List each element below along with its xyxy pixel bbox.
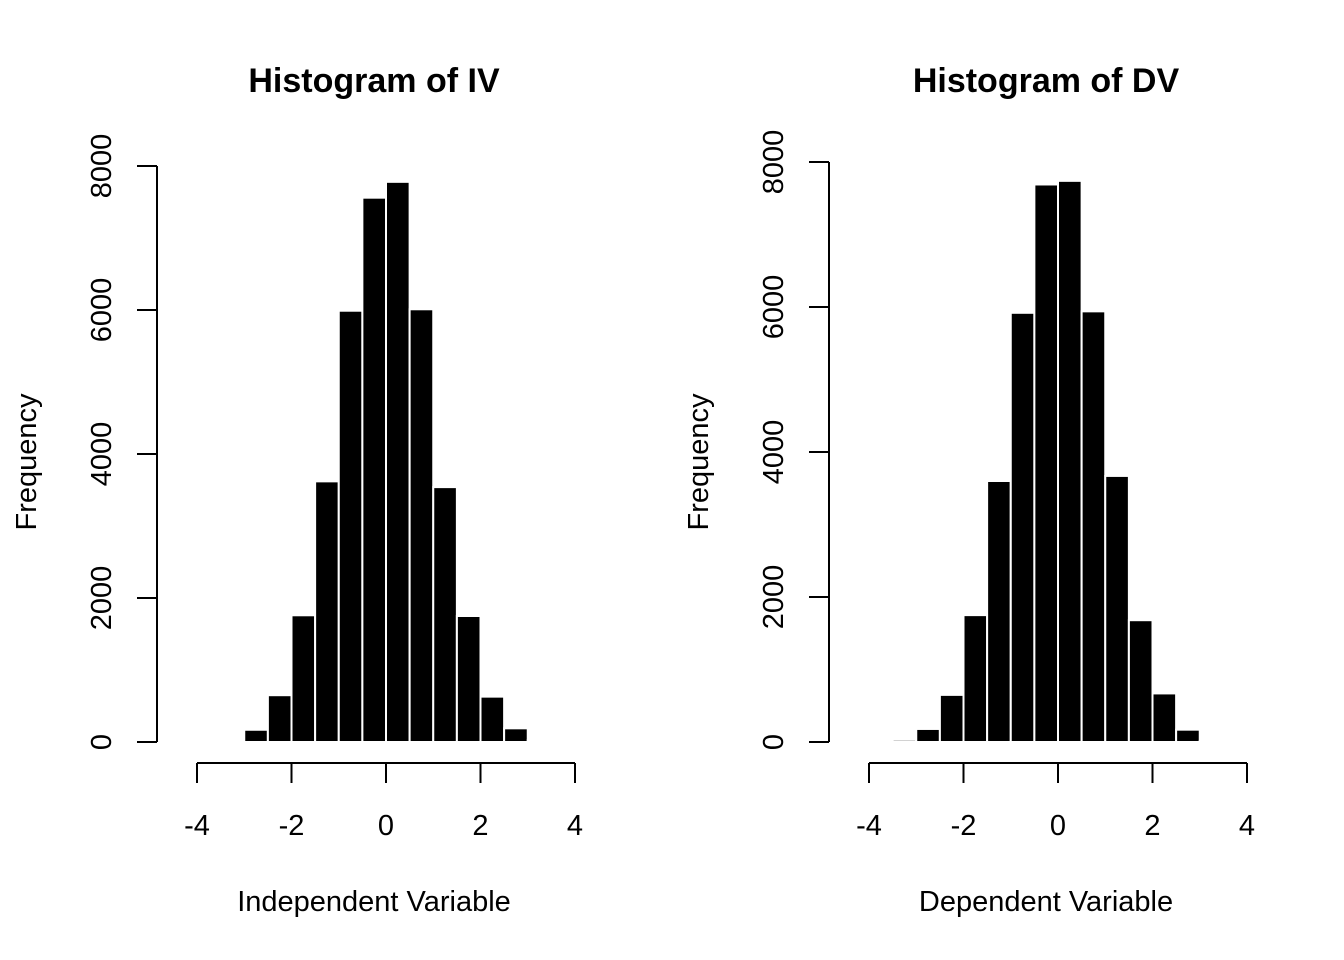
dv-y-tick-label: 6000 bbox=[758, 275, 790, 340]
iv-histogram-title: Histogram of IV bbox=[248, 62, 500, 100]
dv-histogram-bar bbox=[1080, 310, 1107, 743]
iv-y-tick-label: 4000 bbox=[86, 422, 118, 487]
dv-histogram-bar bbox=[1175, 728, 1201, 743]
dv-histogram-bar bbox=[938, 693, 965, 743]
dv-histogram-title: Histogram of DV bbox=[913, 62, 1180, 100]
dv-histogram-bar bbox=[915, 727, 941, 744]
dv-y-axis: 0 2000 4000 6000 8000 bbox=[758, 130, 830, 750]
iv-histogram-panel: Histogram of IV Independent Variable Fre… bbox=[11, 62, 583, 918]
dv-x-axis-label: Dependent Variable bbox=[919, 886, 1173, 918]
iv-x-tick-label: 2 bbox=[472, 810, 488, 842]
iv-histogram-bar bbox=[337, 309, 364, 743]
iv-histogram-bar bbox=[455, 615, 482, 743]
dv-y-tick-label: 8000 bbox=[758, 130, 790, 195]
iv-histogram-bar bbox=[243, 728, 269, 744]
dv-bars bbox=[891, 179, 1225, 744]
iv-histogram-bar bbox=[219, 739, 246, 743]
iv-y-axis: 0 2000 4000 6000 8000 bbox=[86, 134, 158, 750]
iv-histogram-bar bbox=[266, 694, 293, 744]
iv-histogram-bar bbox=[290, 614, 317, 744]
dv-histogram-bar bbox=[891, 738, 918, 744]
dv-histogram-bar bbox=[1151, 692, 1178, 743]
iv-histogram-bar bbox=[361, 196, 387, 743]
iv-x-tick-label: 0 bbox=[378, 810, 394, 842]
iv-x-axis: -4 -2 0 2 4 bbox=[184, 762, 583, 842]
dv-histogram-bar bbox=[1009, 311, 1036, 743]
iv-y-tick-label: 8000 bbox=[86, 134, 118, 199]
dv-x-axis: -4 -2 0 2 4 bbox=[856, 762, 1255, 842]
iv-x-tick-label: 4 bbox=[567, 810, 583, 842]
dv-x-tick-label: 0 bbox=[1050, 810, 1066, 842]
dv-y-tick-label: 4000 bbox=[758, 420, 790, 485]
iv-x-tick-label: -2 bbox=[279, 810, 305, 842]
dv-histogram-bar bbox=[1198, 739, 1225, 743]
iv-x-axis-label: Independent Variable bbox=[237, 886, 511, 918]
dv-histogram-panel: Histogram of DV Dependent Variable Frequ… bbox=[683, 62, 1255, 918]
dv-x-tick-label: -2 bbox=[951, 810, 977, 842]
iv-y-tick-label: 6000 bbox=[86, 278, 118, 343]
iv-histogram-bar bbox=[314, 480, 340, 743]
iv-histogram-bar bbox=[526, 739, 553, 744]
iv-y-tick-label: 2000 bbox=[86, 566, 118, 631]
dv-histogram-bar bbox=[1033, 183, 1059, 744]
iv-histogram-bar bbox=[503, 727, 529, 744]
iv-y-tick-label: 0 bbox=[86, 734, 118, 750]
dv-histogram-bar bbox=[986, 480, 1012, 743]
dv-y-tick-label: 0 bbox=[758, 734, 790, 750]
dv-histogram-bar bbox=[1104, 474, 1130, 743]
dv-x-tick-label: 4 bbox=[1239, 810, 1255, 842]
dv-x-tick-label: -4 bbox=[856, 810, 882, 842]
dv-histogram-bar bbox=[1057, 179, 1083, 744]
iv-y-axis-label: Frequency bbox=[11, 393, 43, 531]
dv-x-tick-label: 2 bbox=[1144, 810, 1160, 842]
iv-histogram-bar bbox=[408, 308, 435, 743]
dv-histogram-bar bbox=[962, 614, 989, 743]
dv-histogram-bar bbox=[1127, 619, 1154, 744]
dv-y-axis-label: Frequency bbox=[683, 393, 715, 531]
iv-histogram-bar bbox=[385, 180, 411, 743]
iv-bars bbox=[219, 180, 553, 744]
dv-y-tick-label: 2000 bbox=[758, 565, 790, 630]
iv-histogram-bar bbox=[479, 695, 506, 744]
iv-histogram-bar bbox=[432, 486, 458, 743]
iv-x-tick-label: -4 bbox=[184, 810, 210, 842]
